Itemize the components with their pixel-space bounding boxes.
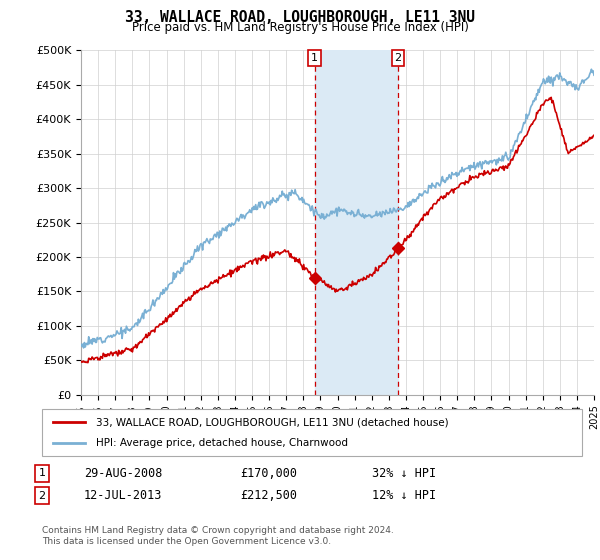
Text: 2: 2 (38, 491, 46, 501)
Text: Contains HM Land Registry data © Crown copyright and database right 2024.
This d: Contains HM Land Registry data © Crown c… (42, 526, 394, 546)
Text: 33, WALLACE ROAD, LOUGHBOROUGH, LE11 3NU: 33, WALLACE ROAD, LOUGHBOROUGH, LE11 3NU (125, 11, 475, 25)
Text: 12-JUL-2013: 12-JUL-2013 (84, 489, 163, 502)
Text: 2: 2 (395, 53, 401, 63)
Text: £212,500: £212,500 (240, 489, 297, 502)
Bar (315, 50, 398, 395)
Text: 1: 1 (38, 468, 46, 478)
Text: 29-AUG-2008: 29-AUG-2008 (84, 466, 163, 480)
Text: Price paid vs. HM Land Registry's House Price Index (HPI): Price paid vs. HM Land Registry's House … (131, 21, 469, 35)
Text: 12% ↓ HPI: 12% ↓ HPI (372, 489, 436, 502)
Text: 32% ↓ HPI: 32% ↓ HPI (372, 466, 436, 480)
Text: 1: 1 (311, 53, 318, 63)
Text: £170,000: £170,000 (240, 466, 297, 480)
Text: HPI: Average price, detached house, Charnwood: HPI: Average price, detached house, Char… (96, 438, 348, 448)
Text: 33, WALLACE ROAD, LOUGHBOROUGH, LE11 3NU (detached house): 33, WALLACE ROAD, LOUGHBOROUGH, LE11 3NU… (96, 417, 449, 427)
